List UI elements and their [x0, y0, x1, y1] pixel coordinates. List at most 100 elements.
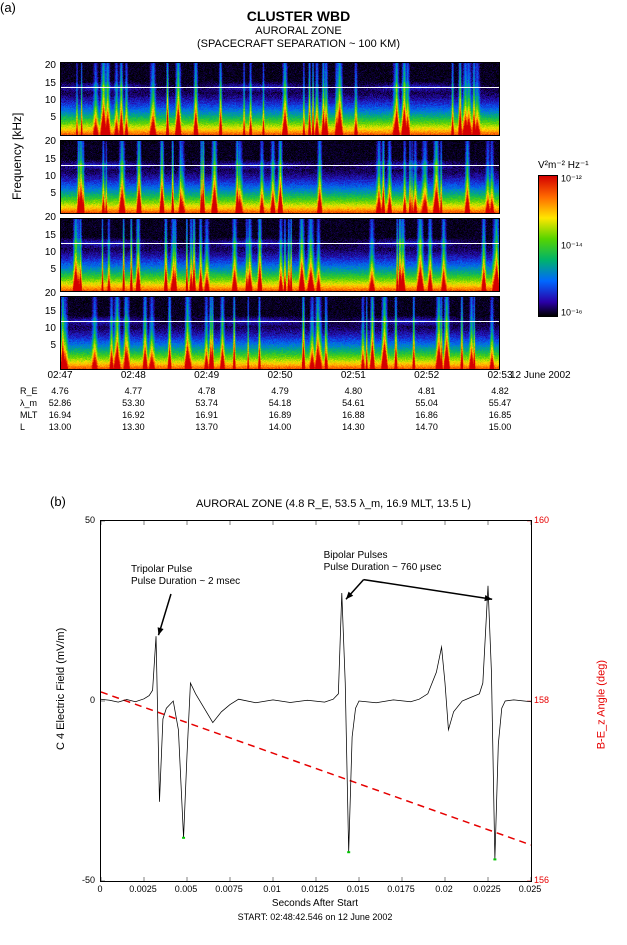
meta-value: 54.61 [342, 398, 365, 408]
y-tick: 10 [36, 323, 56, 334]
y-tick: 5 [36, 340, 56, 351]
x-tick: 0.0225 [473, 884, 501, 894]
x-tick: 0.02 [435, 884, 453, 894]
y-tick: 5 [36, 188, 56, 199]
title-line-1: CLUSTER WBD [50, 8, 547, 25]
x-tick: 0.025 [519, 884, 542, 894]
y-tick: 10 [36, 247, 56, 258]
meta-row: λ_m52.86 53.30 53.74 54.18 54.61 55.04 55.47 [20, 398, 510, 410]
spectrogram-c3: C3 [60, 218, 500, 292]
meta-value: 53.30 [122, 398, 145, 408]
meta-value: 4.82 [491, 386, 509, 396]
x-tick: 02:51 [341, 370, 366, 381]
meta-value: 4.78 [198, 386, 216, 396]
colorbar-gradient: 10⁻¹²10⁻¹⁴10⁻¹⁶ [538, 175, 558, 317]
meta-value: 16.88 [342, 410, 365, 420]
spectrogram-c4: C4 [60, 296, 500, 370]
y-tick: 10 [36, 95, 56, 106]
metadata-rows: R_E4.76 4.77 4.78 4.79 4.80 4.81 4.82 λ_m52.86 5… [20, 386, 510, 434]
spectrogram-stack: C1C2C3C4 [60, 62, 500, 374]
x-tick: 0.015 [347, 884, 370, 894]
spectrogram-c2: C2 [60, 140, 500, 214]
x-tick: 0 [97, 884, 102, 894]
x-tick: 02:47 [47, 370, 72, 381]
y-tick: 0 [65, 695, 95, 705]
meta-value: 4.77 [125, 386, 143, 396]
meta-value: 16.94 [49, 410, 72, 420]
meta-value: 55.47 [489, 398, 512, 408]
meta-value: 13.70 [195, 422, 218, 432]
panel-b: (b) AURORAL ZONE (4.8 R_E, 53.5 λ_m, 16.… [0, 490, 627, 930]
meta-value: 16.85 [489, 410, 512, 420]
meta-value: 13.30 [122, 422, 145, 432]
colorbar-tick: 10⁻¹⁴ [561, 241, 583, 252]
panel-b-label: (b) [50, 494, 66, 509]
meta-value: 14.70 [415, 422, 438, 432]
meta-value: 52.86 [49, 398, 72, 408]
y-tick: 5 [36, 112, 56, 123]
x-tick: 0.005 [175, 884, 198, 894]
y-tick: 20 [36, 60, 56, 71]
meta-value: 4.79 [271, 386, 289, 396]
left-y-label: C 4 Electric Field (mV/m) [55, 628, 67, 750]
y-tick: 15 [36, 306, 56, 317]
meta-label: MLT [20, 410, 52, 420]
x-axis-label: Seconds After Start [100, 898, 530, 909]
y-tick: 50 [65, 515, 95, 525]
meta-value: 14.00 [269, 422, 292, 432]
y-tick: 20 [36, 136, 56, 147]
meta-value: 54.18 [269, 398, 292, 408]
meta-label: L [20, 422, 52, 432]
date-label: 12 June 2002 [510, 370, 571, 381]
panel-b-title: AURORAL ZONE (4.8 R_E, 53.5 λ_m, 16.9 ML… [100, 498, 567, 510]
colorbar-tick: 10⁻¹² [561, 173, 582, 184]
x-tick: 02:48 [121, 370, 146, 381]
panel-a-title: CLUSTER WBD AURORAL ZONE (SPACECRAFT SEP… [50, 8, 547, 51]
x-tick: 02:50 [267, 370, 292, 381]
meta-value: 16.91 [195, 410, 218, 420]
annotation: Tripolar PulsePulse Duration ~ 2 msec [131, 564, 240, 588]
meta-value: 4.81 [418, 386, 436, 396]
y-tick: 15 [36, 230, 56, 241]
x-tick: 0.01 [263, 884, 281, 894]
meta-row: L13.00 13.30 13.70 14.00 14.30 14.70 15.00 [20, 422, 510, 434]
y-tick: 20 [36, 212, 56, 223]
y-tick: 20 [36, 288, 56, 299]
spectrogram-c1: C1 [60, 62, 500, 136]
meta-value: 4.76 [51, 386, 69, 396]
x-tick: 0.0025 [129, 884, 157, 894]
meta-value: 53.74 [195, 398, 218, 408]
meta-row: R_E4.76 4.77 4.78 4.79 4.80 4.81 4.82 [20, 386, 510, 398]
meta-value: 16.89 [269, 410, 292, 420]
x-tick: 0.0125 [301, 884, 329, 894]
meta-label: λ_m [20, 398, 52, 408]
annotation: Bipolar PulsesPulse Duration ~ 760 μsec [324, 550, 442, 574]
y-tick-right: 160 [534, 515, 549, 525]
colorbar: V²m⁻² Hz⁻¹ 10⁻¹²10⁻¹⁴10⁻¹⁶ [538, 160, 608, 317]
meta-value: 13.00 [49, 422, 72, 432]
title-line-2: AURORAL ZONE [50, 25, 547, 38]
x-tick: 0.0075 [215, 884, 243, 894]
y-tick: 15 [36, 78, 56, 89]
start-time-label: START: 02:48:42.546 on 12 June 2002 [100, 912, 530, 922]
meta-row: MLT16.94 16.92 16.91 16.89 16.88 16.86 16.85 [20, 410, 510, 422]
panel-a-label: (a) [0, 0, 16, 15]
y-axis-label: Frequency [kHz] [10, 113, 24, 200]
meta-value: 16.92 [122, 410, 145, 420]
x-tick: 02:49 [194, 370, 219, 381]
meta-value: 55.04 [415, 398, 438, 408]
y-tick: 5 [36, 264, 56, 275]
colorbar-tick: 10⁻¹⁶ [561, 308, 582, 319]
x-tick: 02:52 [414, 370, 439, 381]
y-tick: 15 [36, 154, 56, 165]
y-tick: 10 [36, 171, 56, 182]
meta-value: 15.00 [489, 422, 512, 432]
title-line-3: (SPACECRAFT SEPARATION ~ 100 KM) [50, 38, 547, 51]
meta-value: 4.80 [345, 386, 363, 396]
meta-label: R_E [20, 386, 52, 396]
y-tick-right: 158 [534, 695, 549, 705]
panel-a: (a) CLUSTER WBD AURORAL ZONE (SPACECRAFT… [0, 0, 627, 490]
x-tick: 02:53 [487, 370, 512, 381]
meta-value: 16.86 [415, 410, 438, 420]
meta-value: 14.30 [342, 422, 365, 432]
